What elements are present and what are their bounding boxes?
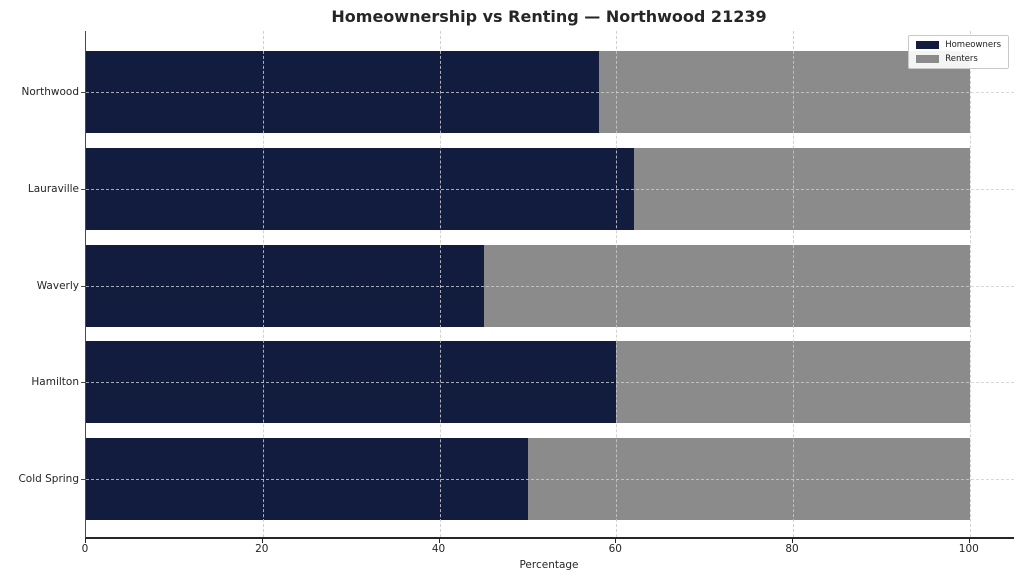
x-tick-label-80: 80 [785, 543, 799, 555]
x-tick-label-100: 100 [958, 543, 979, 555]
y-axis-label-northwood: Northwood [21, 86, 79, 98]
bar-row-lauraville [86, 147, 1014, 230]
x-tick-label-60: 60 [608, 543, 622, 555]
y-tick-mark [81, 285, 85, 287]
legend-item-renters: Renters [916, 54, 1001, 64]
renters-segment [633, 147, 970, 230]
legend-label-homeowners: Homeowners [945, 40, 1001, 50]
x-tick-mark [438, 539, 440, 543]
homeowners-segment [86, 244, 484, 327]
homeowners-segment [86, 51, 599, 133]
y-axis-label-cold-spring: Cold Spring [18, 473, 79, 485]
renters-segment [483, 244, 970, 327]
x-tick-mark [615, 539, 617, 543]
bar-row-waverly [86, 244, 1014, 327]
legend: Homeowners Renters [908, 35, 1009, 69]
legend-item-homeowners: Homeowners [916, 40, 1001, 50]
x-tick-mark [261, 539, 263, 543]
y-tick-mark [81, 92, 85, 93]
y-axis-label-hamilton: Hamilton [31, 376, 79, 389]
renters-segment [527, 438, 970, 520]
y-axis-label-waverly: Waverly [36, 279, 79, 292]
y-axis-label-lauraville: Lauraville [27, 182, 79, 195]
bar-row-northwood [86, 51, 1014, 133]
bar-row-hamilton [86, 341, 1014, 424]
x-tick-label-20: 20 [255, 543, 269, 555]
x-tick-label-0: 0 [81, 543, 89, 555]
y-tick-mark [81, 188, 85, 190]
homeowners-segment [86, 341, 617, 424]
bar-row-cold-spring [86, 438, 1014, 520]
x-tick-label-40: 40 [431, 543, 446, 555]
y-tick-mark [81, 382, 85, 384]
chart-title: Homeownership vs Renting — Northwood 212… [331, 7, 767, 26]
homeowners-swatch [916, 41, 940, 49]
x-tick-mark [85, 539, 86, 543]
renters-swatch [916, 55, 940, 63]
x-tick-mark [968, 539, 970, 543]
plot-area: Homeowners Renters [85, 31, 1014, 539]
renters-segment [616, 341, 970, 424]
homeowners-segment [86, 438, 528, 520]
homeowners-segment [86, 147, 634, 230]
x-axis-label: Percentage [519, 559, 579, 571]
x-tick-mark [792, 539, 794, 543]
legend-label-renters: Renters [945, 54, 978, 64]
y-tick-mark [81, 479, 85, 480]
